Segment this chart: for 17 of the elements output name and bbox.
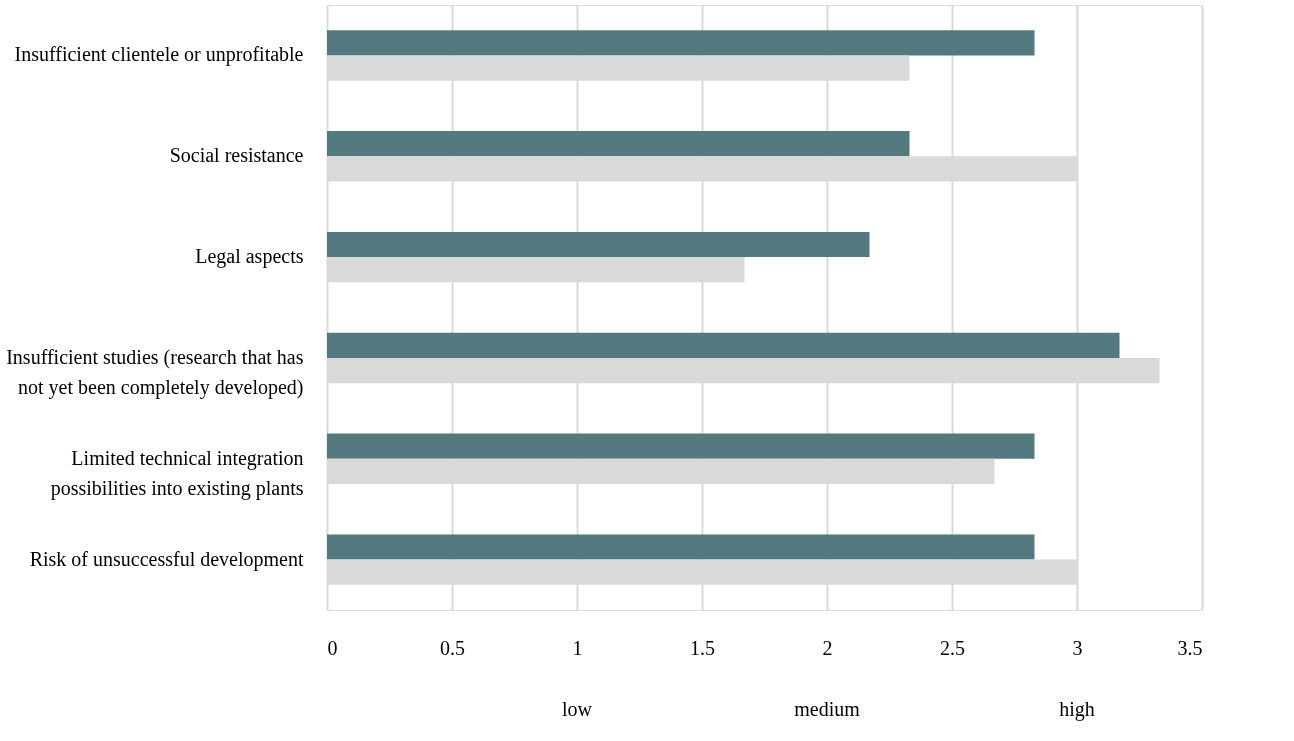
x-tick-label: 1.5 <box>690 636 715 659</box>
text: high <box>1059 698 1095 721</box>
x-tick-label: 2.5 <box>940 636 965 659</box>
y-tick-label: Insufficient clientele or unprofitable <box>14 43 304 67</box>
x-tick-label: 2 <box>822 636 833 659</box>
y-tick-label: Risk of unsuccessful development <box>29 547 304 571</box>
x-tick-label: 0 <box>327 636 338 659</box>
x-tick-label: 0.5 <box>440 636 465 659</box>
y-tick-label: Insufficient studies (research that has not yet been completely developed) <box>6 345 304 399</box>
text: low <box>562 698 593 720</box>
x-tick-label: 3.5 <box>1177 636 1203 659</box>
text: medium <box>794 698 861 720</box>
y-tick-label: Legal aspects <box>195 245 304 269</box>
y-tick-label: Social resistance <box>169 144 304 167</box>
x-tick-label: 3 <box>1072 636 1083 659</box>
x-tick-label: 1 <box>572 636 583 659</box>
y-tick-label: Limited technical integration possibilities into existing plants <box>50 446 304 500</box>
